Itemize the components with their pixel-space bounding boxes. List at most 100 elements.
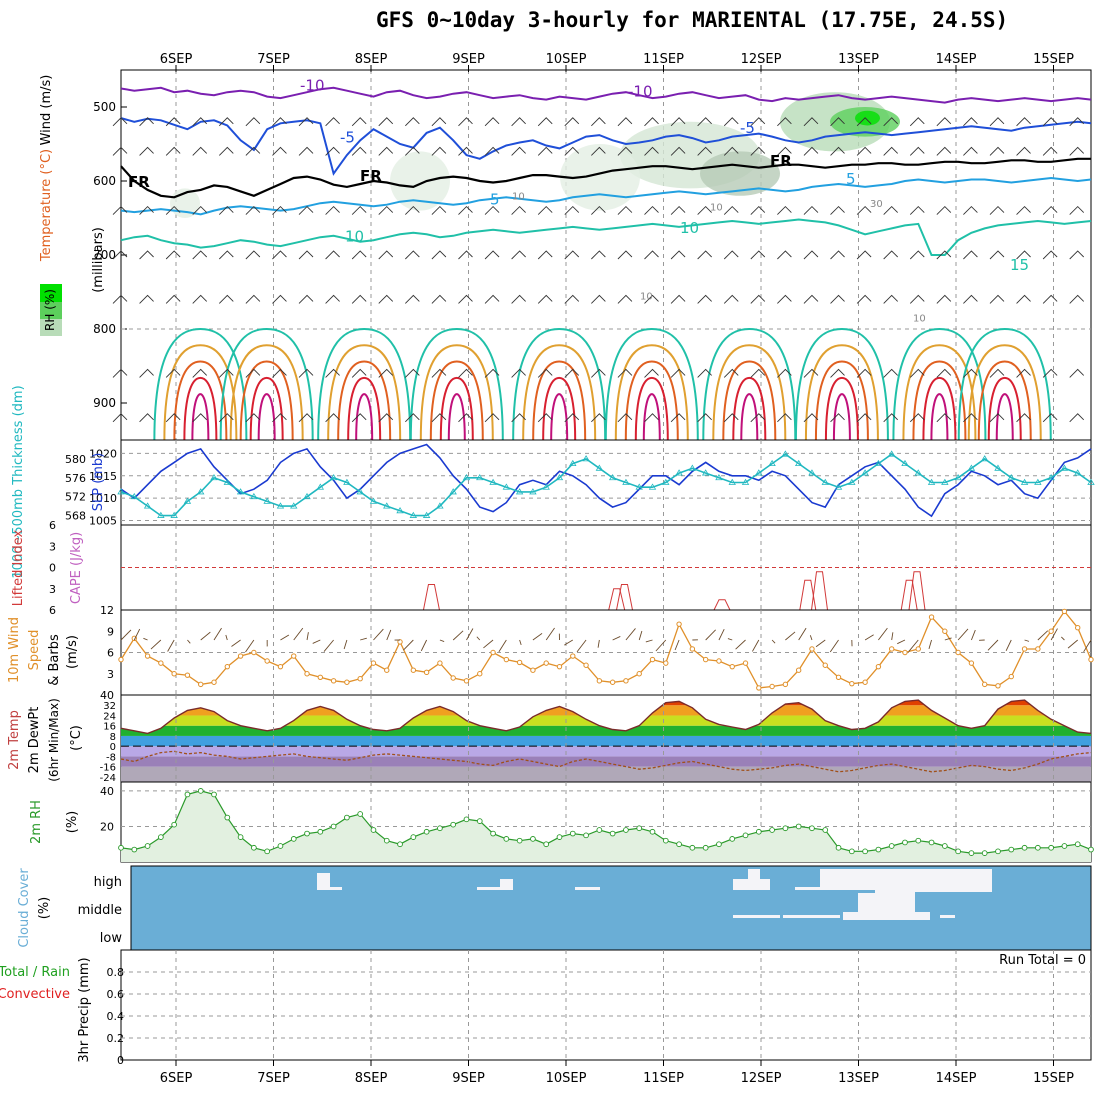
wind-barb (670, 117, 686, 127)
slp-tick-label: 1020 (89, 447, 117, 460)
wind-barb (989, 117, 1005, 127)
wind-barb (272, 146, 287, 156)
thickness-marker (794, 459, 803, 467)
wind-barb (458, 250, 473, 260)
wind-barb-10m (386, 629, 392, 641)
wind-barb (458, 205, 473, 215)
rh-point (290, 836, 297, 842)
precip-panel: 0 0.2 0.4 0.6 0.8 Run Total = 0 Total / Rain Co… (0, 949, 1092, 1067)
wind-speed-point (397, 639, 403, 645)
slp-tick-label: 1005 (89, 515, 117, 528)
rh-legend-band (40, 284, 62, 302)
rh-point (902, 839, 908, 846)
wind-barb (856, 413, 872, 423)
wind-barb (139, 368, 154, 378)
wind-barb-10m (167, 639, 175, 652)
boundary-layer-contour (257, 393, 276, 441)
thickness-marker (290, 502, 298, 509)
boundary-layer-contour (804, 344, 879, 441)
date-label-bottom: 13SEP (838, 1071, 879, 1086)
wind-axis-label-4: (m/s) (65, 635, 80, 669)
rh-point (822, 827, 829, 833)
wind-barb-10m (829, 639, 839, 653)
wind-barb (511, 117, 526, 127)
isotherm-line (120, 218, 1092, 256)
boundary-layer-contour (712, 344, 787, 441)
rh-point (131, 846, 138, 853)
wind-barb (591, 368, 606, 378)
wind-barb (218, 146, 234, 156)
wind-barb (1016, 117, 1031, 127)
wind-barb (1042, 294, 1058, 304)
wind-barb (139, 294, 154, 304)
wind-barb (511, 205, 526, 215)
wind-speed-point (822, 662, 828, 668)
rh-axis-label: RH (%) (43, 289, 57, 331)
wind-speed-point (1021, 646, 1028, 652)
wind-barb (112, 413, 128, 423)
rh-axis-label: 2m RH (29, 800, 44, 844)
wind-barb (484, 250, 500, 260)
wind-barb (564, 146, 580, 156)
wind-barb (325, 146, 340, 156)
wind-barb (697, 205, 712, 215)
wind-barb (1069, 117, 1085, 127)
boundary-layer-contour (522, 344, 597, 441)
wind-barb (989, 368, 1005, 378)
date-label-top: 8SEP (355, 52, 388, 67)
boundary-layer-contour (239, 360, 294, 441)
thickness-marker (263, 497, 271, 504)
wind-barb (591, 205, 606, 215)
boundary-layer-contour (967, 344, 1042, 441)
rh-legend-band (40, 319, 62, 336)
wind-barb (697, 146, 712, 156)
wind-barb-10m (785, 631, 796, 641)
li-tick-label: 6 (49, 519, 56, 532)
wind-barb-10m (293, 627, 304, 641)
wind-speed-point (676, 621, 682, 627)
wind-speed-point (756, 685, 762, 691)
wind-barb (909, 250, 925, 260)
rh-point (503, 836, 510, 842)
rh-point (397, 841, 403, 848)
wind-speed-point (304, 671, 310, 677)
thickness-marker (515, 488, 524, 495)
temp-band (121, 746, 1091, 757)
wind-barb (192, 250, 208, 260)
wind-barb (936, 250, 952, 260)
rh-contour-label: 10 (710, 203, 723, 214)
wind-barb (777, 205, 792, 215)
thickness-marker (356, 488, 364, 495)
wind-barb (511, 368, 526, 378)
cloud-block (733, 915, 780, 918)
thickness-marker (1060, 464, 1069, 471)
rh-point (1034, 844, 1041, 851)
wind-barb (936, 294, 952, 304)
wind-barb-10m (815, 639, 826, 648)
rh-point (928, 839, 935, 846)
wind-barb (351, 117, 367, 127)
boundary-layer-contour (550, 393, 569, 441)
wind-speed-point (888, 646, 895, 652)
wind-barb (165, 368, 181, 378)
wind-barb (856, 117, 872, 127)
wind-speed-point (742, 660, 749, 666)
wind-barb (1042, 117, 1058, 127)
date-label-bottom: 11SEP (643, 1071, 684, 1086)
wind-barb (458, 413, 473, 423)
wind-speed-point (968, 660, 975, 666)
wind-barb (272, 368, 287, 378)
wind-barb (458, 368, 473, 378)
wind-barb (697, 250, 712, 260)
upper-air-panel: 500 600 700 800 900 -10 -10 -5 -5 FR FR FR 5 5 10 10 15 1… (39, 69, 1092, 441)
precip-frame (120, 949, 1092, 1061)
wind-speed-point (809, 646, 815, 652)
wind-barb-10m (360, 637, 367, 641)
temp-axis-label-4: (°C) (69, 725, 84, 751)
wind-barb (298, 368, 314, 378)
wind-barb-10m (1005, 639, 1012, 651)
wind-barb-10m (908, 639, 919, 652)
wind-barb (378, 146, 394, 156)
rh-point (888, 843, 895, 849)
boundary-layer-contour (624, 360, 679, 441)
